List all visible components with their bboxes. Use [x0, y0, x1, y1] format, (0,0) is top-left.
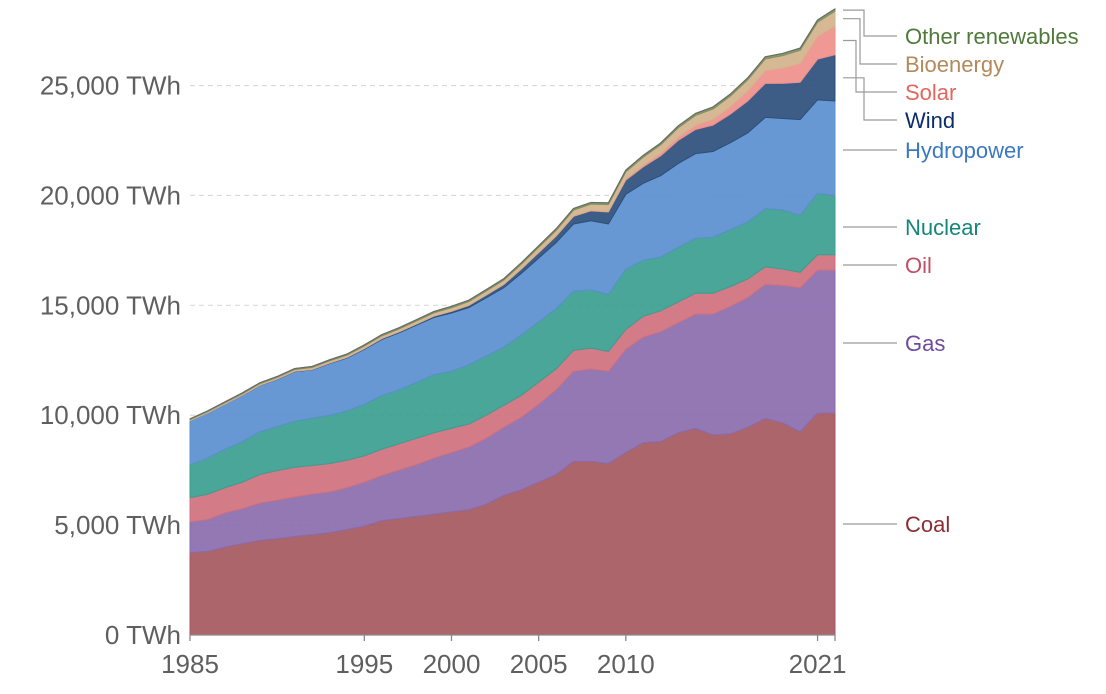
y-axis-tick-labels: 0 TWh 5,000 TWh 10,000 TWh 15,000 TWh 20,000… — [40, 71, 181, 650]
legend-item-bioenergy: Bioenergy — [843, 18, 1004, 77]
legend-label: Hydropower — [905, 138, 1024, 163]
legend-connector — [843, 39, 897, 93]
legend-item-gas: Gas — [843, 331, 945, 356]
legend-label: Gas — [905, 331, 945, 356]
legend-label: Other renewables — [905, 24, 1079, 49]
legend-connector — [843, 9, 897, 37]
legend-connector — [843, 18, 897, 65]
legend-label: Coal — [905, 512, 950, 537]
y-tick-label: 10,000 TWh — [40, 400, 181, 430]
legend-item-hydropower: Hydropower — [843, 138, 1024, 163]
axes — [189, 634, 836, 641]
legend-connector — [843, 77, 897, 121]
legend-item-coal: Coal — [843, 512, 950, 537]
x-tick-label: 2000 — [423, 649, 481, 679]
y-tick-label: 5,000 TWh — [54, 510, 181, 540]
legend-item-wind: Wind — [843, 77, 955, 133]
x-tick-label: 1995 — [335, 649, 393, 679]
x-tick-label: 1985 — [161, 649, 219, 679]
legend-label: Oil — [905, 253, 932, 278]
series-areas — [189, 8, 836, 636]
y-tick-label: 25,000 TWh — [40, 71, 181, 101]
y-tick-label: 0 TWh — [105, 620, 181, 650]
legend-label: Nuclear — [905, 215, 981, 240]
y-tick-label: 15,000 TWh — [40, 290, 181, 320]
legend-item-oil: Oil — [843, 253, 932, 278]
x-tick-label: 2010 — [597, 649, 655, 679]
y-tick-label: 20,000 TWh — [40, 180, 181, 210]
legend-item-nuclear: Nuclear — [843, 215, 981, 240]
legend-item-other-renewables: Other renewables — [843, 9, 1079, 49]
x-axis-tick-labels: 1985 1995 2000 2005 2010 2021 — [161, 649, 846, 679]
legend-label: Wind — [905, 108, 955, 133]
x-tick-label: 2005 — [510, 649, 568, 679]
x-tick-label: 2021 — [789, 649, 847, 679]
legend-label: Bioenergy — [905, 52, 1004, 77]
total-outline — [189, 8, 836, 420]
legend: Coal Gas Oil Nuclear Hydropower Wind Solar Bioe… — [843, 9, 1079, 537]
legend-item-solar: Solar — [843, 39, 956, 105]
legend-label: Solar — [905, 80, 956, 105]
